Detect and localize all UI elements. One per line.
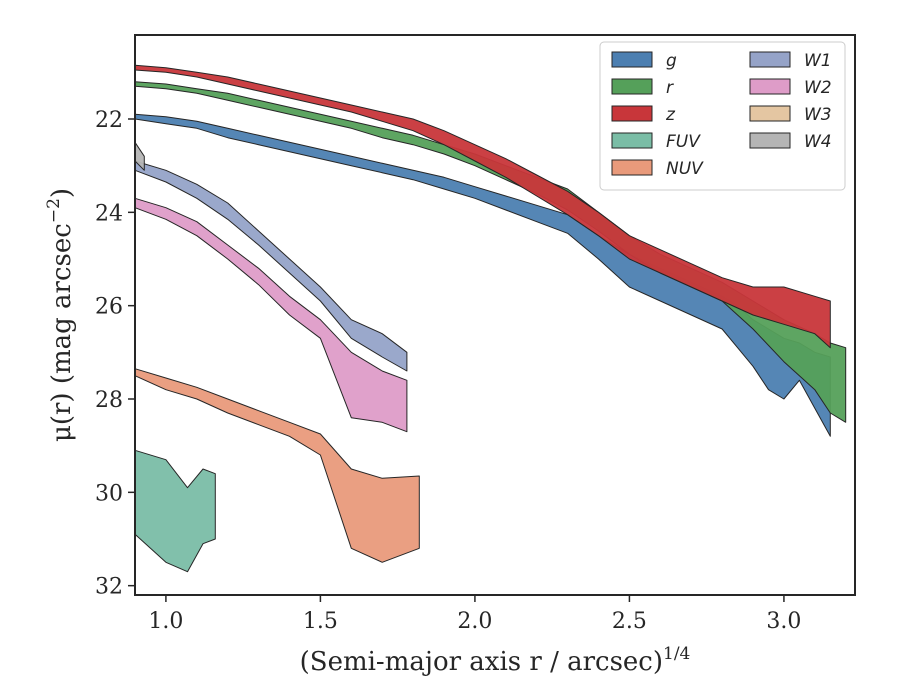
x-tick-label: 1.0 [148, 609, 183, 634]
legend-label-w1: W1 [804, 51, 832, 71]
y-tick-label: 24 [95, 201, 123, 226]
legend-swatch-w1 [749, 51, 791, 68]
legend-swatch-w4 [749, 132, 791, 149]
legend-swatch-w2 [749, 78, 791, 95]
y-tick-label: 32 [95, 575, 123, 600]
legend-swatch-z [611, 105, 653, 122]
x-axis-label-exponent: 1/4 [663, 644, 690, 664]
y-tick-label: 22 [95, 108, 123, 133]
band-nuv [134, 368, 420, 563]
plot-frame [134, 34, 856, 596]
legend-swatch-r [611, 78, 653, 95]
y-tick-label: 30 [95, 481, 123, 506]
series-bands [134, 64, 847, 573]
y-axis-label-exponent: −2 [44, 198, 64, 223]
legend-label-w2: W2 [804, 78, 832, 98]
band-fuv [134, 449, 216, 573]
legend-swatch-fuv [611, 132, 653, 149]
x-axis-ticks: 1.0 1.5 2.0 2.5 3.0 [148, 595, 801, 634]
y-axis-label-close: ) [47, 188, 77, 198]
band-w1 [134, 160, 408, 372]
legend-swatch-nuv [611, 159, 653, 176]
y-tick-label: 26 [95, 295, 123, 320]
y-axis-label: μ(r) (mag arcsec−2) [44, 188, 77, 442]
legend-label-fuv: FUV [666, 132, 701, 152]
band-w2 [134, 197, 408, 433]
legend-swatch-w3 [749, 105, 791, 122]
legend: grz FUV NUV W1 W2 W3 W4 [599, 41, 846, 191]
y-axis-ticks: 22 24 26 28 30 32 [95, 108, 135, 600]
y-tick-label: 28 [95, 388, 123, 413]
band-z [134, 64, 831, 349]
y-axis-label-text: μ(r) (mag arcsec [47, 223, 77, 442]
x-tick-label: 2.5 [612, 609, 647, 634]
legend-label-r: r [666, 78, 674, 98]
x-tick-label: 1.5 [303, 609, 338, 634]
x-tick-label: 2.0 [457, 609, 492, 634]
legend-label-w3: W3 [804, 105, 832, 125]
band-g [134, 113, 831, 437]
x-axis-label: (Semi-major axis r / arcsec)1/4 [300, 644, 691, 677]
legend-label-nuv: NUV [666, 159, 704, 179]
x-tick-label: 3.0 [766, 609, 801, 634]
band-r [134, 81, 847, 423]
x-axis-label-text: (Semi-major axis r / arcsec) [300, 647, 663, 677]
legend-label-z: z [665, 105, 676, 125]
legend-label-g: g [666, 51, 677, 71]
legend-swatch-g [611, 51, 653, 68]
legend-label-w4: W4 [804, 132, 832, 152]
